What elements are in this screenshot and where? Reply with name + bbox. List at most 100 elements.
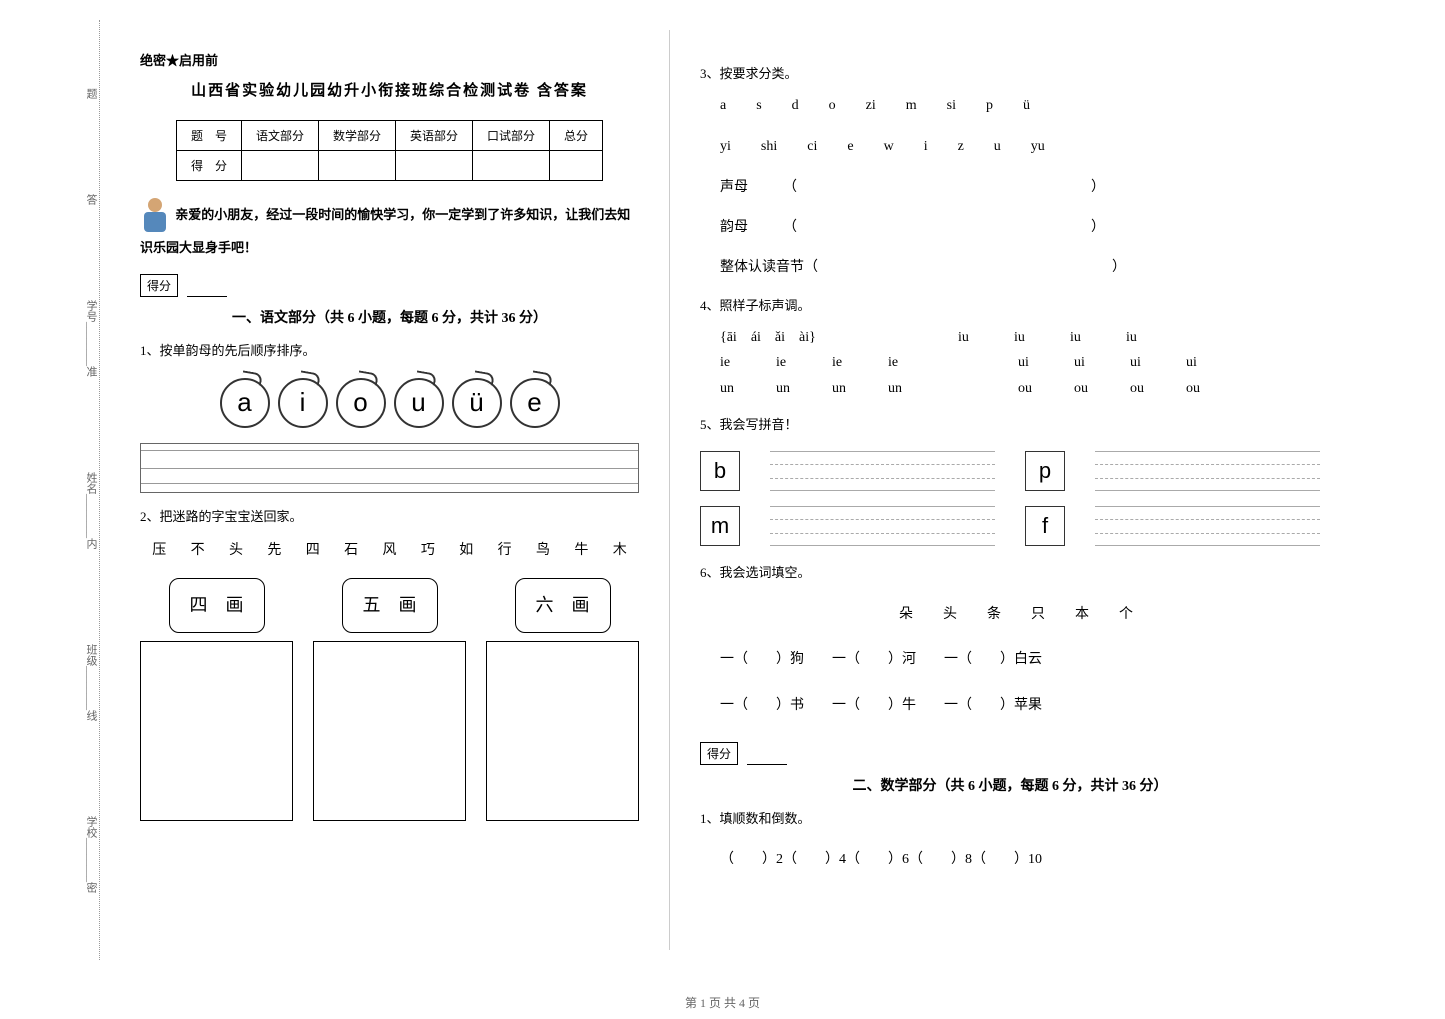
th: 总分 [550,121,603,151]
question-1: 1、按单韵母的先后顺序排序。 a i o u ü e [140,339,639,492]
tone[interactable]: un [832,376,864,401]
pinyin: i [924,134,928,159]
tone[interactable]: ui [1130,350,1162,375]
q-num: 1、填顺数和倒数。 [700,807,1320,830]
blank-line[interactable]: 韵母 （ ） [720,214,1320,242]
char: 木 [613,538,627,563]
boxes-row: 四 画 五 画 六 画 [140,578,639,820]
tone[interactable]: ie [832,350,864,375]
example: {āi ái ǎi ài} [720,325,860,350]
label: 声母 [720,180,748,195]
score-blank[interactable] [187,279,227,297]
vowel-row: a i o u ü e [140,378,639,428]
score-blank[interactable] [747,747,787,765]
writing-grid[interactable] [770,451,995,491]
label-box: 六 画 [515,578,611,632]
tone[interactable]: ie [776,350,808,375]
pinyin: a [720,93,726,118]
pinyin: yi [720,134,731,159]
answer-box[interactable] [140,443,639,493]
char-row: 压 不 头 先 四 石 风 巧 如 行 鸟 牛 木 [140,538,639,563]
tone[interactable]: ou [1018,376,1050,401]
section-title: 二、数学部分（共 6 小题，每题 6 分，共计 36 分） [700,775,1320,795]
tone-row: ie ie ie ie ui ui ui ui [720,350,1320,375]
child-icon [140,196,172,236]
page-footer: 第 1 页 共 4 页 [0,994,1445,1011]
question-5: 5、我会写拼音！ b p m f [700,413,1320,546]
fill-blank[interactable]: 一（ ）书 一（ ）牛 一（ ）苹果 [720,691,1320,722]
page-title: 山西省实验幼儿园幼升小衔接班综合检测试卷 含答案 [140,79,639,100]
box-group: 六 画 [486,578,639,820]
q-num: 5、我会写拼音！ [700,413,1320,436]
td[interactable] [550,151,603,181]
vowel-bubble: i [278,378,328,428]
td[interactable] [396,151,473,181]
pinyin-list: a s d o zi m si p ü [720,93,1320,118]
tone[interactable]: iu [1070,325,1102,350]
answer-box[interactable] [486,641,639,821]
main: 绝密★启用前 山西省实验幼儿园幼升小衔接班综合检测试卷 含答案 题 号 语文部分… [110,30,1390,950]
intro-content: 亲爱的小朋友，经过一段时间的愉快学习，你一定学到了许多知识，让我们去知识乐园大显… [140,207,630,255]
pinyin: z [958,134,964,159]
tone[interactable]: ou [1186,376,1218,401]
tone[interactable]: un [888,376,920,401]
label: 韵母 [720,220,748,235]
tone[interactable]: iu [1126,325,1158,350]
math-question-1: 1、填顺数和倒数。 （ ）2（ ）4（ ）6（ ）8（ ）10 [700,807,1320,876]
char: 石 [344,538,358,563]
vowel-bubble: u [394,378,444,428]
answer-box[interactable] [313,641,466,821]
intro-text: 亲爱的小朋友，经过一段时间的愉快学习，你一定学到了许多知识，让我们去知识乐园大显… [140,196,639,259]
score-table: 题 号 语文部分 数学部分 英语部分 口试部分 总分 得 分 [176,120,603,181]
tone[interactable]: un [720,376,752,401]
writing-grid[interactable] [1095,451,1320,491]
th: 英语部分 [396,121,473,151]
side-label: 班级________线 [40,644,99,721]
tone[interactable]: ui [1018,350,1050,375]
td[interactable] [241,151,318,181]
pinyin: si [947,93,956,118]
blank-line[interactable]: 声母 （ ） [720,174,1320,202]
th: 语文部分 [241,121,318,151]
score-box-label: 得分 [140,274,178,297]
q-num: 3、按要求分类。 [700,62,1320,85]
td[interactable] [473,151,550,181]
tone[interactable]: ui [1074,350,1106,375]
char: 行 [498,538,512,563]
pinyin: p [986,93,993,118]
word-bank: 朵 头 条 只 本 个 [720,600,1320,631]
tone[interactable]: ou [1130,376,1162,401]
td: 得 分 [176,151,241,181]
char: 头 [229,538,243,563]
tone[interactable]: ui [1186,350,1218,375]
char: 四 [306,538,320,563]
writing-grid[interactable] [1095,506,1320,546]
q-num: 2、把迷路的字宝宝送回家。 [140,505,639,528]
vowel-bubble: e [510,378,560,428]
td[interactable] [318,151,395,181]
q-num: 1、按单韵母的先后顺序排序。 [140,339,639,362]
pinyin: ci [807,134,817,159]
writing-grid[interactable] [770,506,995,546]
tone[interactable]: ie [888,350,920,375]
vowel-bubble: o [336,378,386,428]
th: 数学部分 [318,121,395,151]
tone[interactable]: ie [720,350,752,375]
tone[interactable]: ou [1074,376,1106,401]
table-row: 得 分 [176,151,602,181]
box-group: 四 画 [140,578,293,820]
question-3: 3、按要求分类。 a s d o zi m si p ü yi shi ci e… [700,62,1320,282]
fill-blank[interactable]: 一（ ）狗 一（ ）河 一（ ）白云 [720,645,1320,676]
side-label: 学号________准 [40,300,99,377]
pinyin: w [884,134,894,159]
answer-box[interactable] [140,641,293,821]
question-2: 2、把迷路的字宝宝送回家。 压 不 头 先 四 石 风 巧 如 行 鸟 牛 木 … [140,505,639,821]
tone[interactable]: un [776,376,808,401]
fill-blank[interactable]: （ ）2（ ）4（ ）6（ ）8（ ）10 [720,845,1320,876]
blank-line[interactable]: 整体认读音节（ ） [720,254,1320,282]
label: 整体认读音节 [720,260,804,275]
tone[interactable]: iu [1014,325,1046,350]
pinyin-letter: m [700,506,740,546]
char: 巧 [421,538,435,563]
tone[interactable]: iu [958,325,990,350]
